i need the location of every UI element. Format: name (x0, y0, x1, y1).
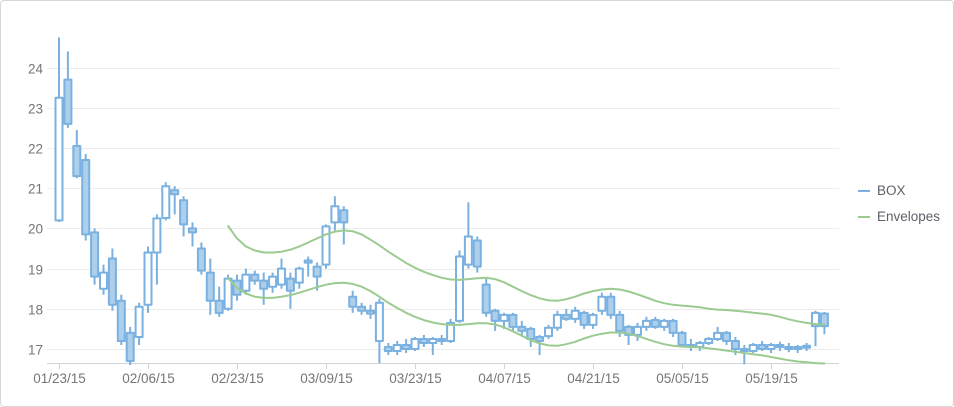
legend-label: BOX (877, 183, 906, 198)
legend-label: Envelopes (877, 209, 941, 224)
svg-text:17: 17 (28, 343, 43, 358)
chart-legend: BOX Envelopes (858, 182, 940, 225)
y-axis-labels: 17 18 19 20 21 22 23 24 (28, 62, 44, 358)
candle-series-box[interactable] (54, 37, 829, 366)
legend-item-box: BOX (858, 182, 940, 199)
x-axis: 01/23/15 02/06/15 02/23/15 03/09/15 03/23/15… (33, 363, 839, 386)
svg-text:18: 18 (28, 303, 43, 318)
svg-text:02/06/15: 02/06/15 (122, 371, 175, 386)
svg-text:04/21/15: 04/21/15 (567, 371, 620, 386)
legend-line-marker-blue (858, 189, 870, 192)
svg-text:24: 24 (28, 62, 44, 77)
svg-text:19: 19 (28, 263, 43, 278)
svg-text:02/23/15: 02/23/15 (211, 371, 264, 386)
svg-text:05/19/15: 05/19/15 (745, 371, 798, 386)
svg-text:21: 21 (28, 182, 43, 197)
legend-item-envelopes: Envelopes (858, 208, 940, 225)
svg-text:01/23/15: 01/23/15 (33, 371, 86, 386)
envelope-upper-line (227, 225, 826, 326)
grid-lines (47, 68, 839, 350)
svg-text:20: 20 (28, 222, 43, 237)
svg-text:04/07/15: 04/07/15 (478, 371, 531, 386)
svg-text:23: 23 (28, 102, 43, 117)
legend-line-marker-green (858, 215, 870, 218)
svg-text:03/23/15: 03/23/15 (389, 371, 442, 386)
svg-text:03/09/15: 03/09/15 (300, 371, 353, 386)
svg-text:22: 22 (28, 142, 43, 157)
svg-text:05/05/15: 05/05/15 (656, 371, 709, 386)
envelope-lower-line (227, 277, 826, 365)
